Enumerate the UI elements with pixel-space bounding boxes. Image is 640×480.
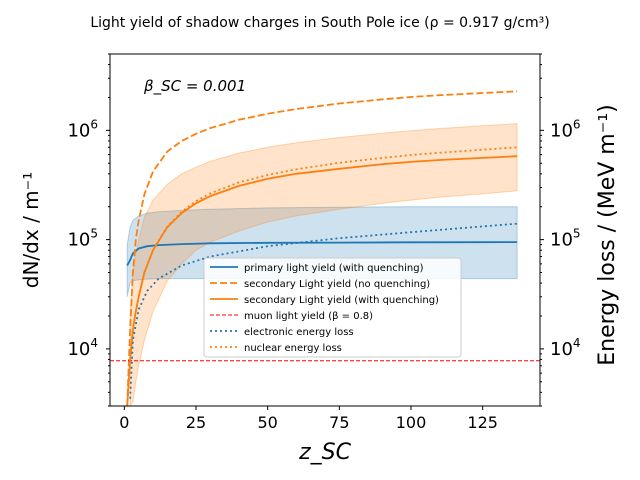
uncertainty-band-1 <box>129 123 518 406</box>
legend: primary light yield (with quenching) seco… <box>203 257 462 358</box>
series-line-1 <box>126 90 518 406</box>
series-line-0 <box>126 241 518 266</box>
x-tick-label: 125 <box>467 413 498 432</box>
x-axis: 0 25 50 75 100 125 <box>119 406 498 432</box>
chart-title: Light yield of shadow charges in South P… <box>90 15 549 31</box>
legend-label-2: secondary Light yield (with quenching) <box>244 295 439 306</box>
y-tick-label-right: 105 <box>550 227 581 251</box>
x-axis-label: z_SC <box>298 440 352 465</box>
series-line-5 <box>126 146 518 406</box>
legend-label-4: electronic energy loss <box>244 327 354 338</box>
legend-label-3: muon light yield (β = 0.8) <box>244 311 373 322</box>
y-tick-label-left: 106 <box>67 117 98 141</box>
legend-box <box>203 257 462 358</box>
legend-label-0: primary light yield (with quenching) <box>244 263 424 274</box>
series-line-2 <box>126 155 518 406</box>
y-axis-label-left: dN/dx / m⁻¹ <box>19 172 43 288</box>
x-tick-label: 50 <box>257 413 277 432</box>
x-tick-label: 100 <box>396 413 427 432</box>
y-axis-label-right: Energy loss / (MeV m⁻¹) <box>595 104 620 366</box>
legend-label-5: nuclear energy loss <box>244 343 342 354</box>
y-tick-label-right: 106 <box>550 117 581 141</box>
x-tick-label: 0 <box>119 413 129 432</box>
legend-label-1: secondary Light yield (no quenching) <box>244 279 430 290</box>
plot-frame <box>109 53 541 407</box>
y-tick-label-right: 104 <box>550 336 581 360</box>
y-tick-label-left: 104 <box>67 336 98 360</box>
y-tick-label-left: 105 <box>67 227 98 251</box>
series-lines <box>110 90 540 406</box>
x-tick-label: 25 <box>186 413 206 432</box>
x-tick-label: 75 <box>329 413 349 432</box>
annotation-beta: β_SC = 0.001 <box>143 77 246 96</box>
y-axis: 104 104 105 105 106 106 <box>67 53 581 407</box>
